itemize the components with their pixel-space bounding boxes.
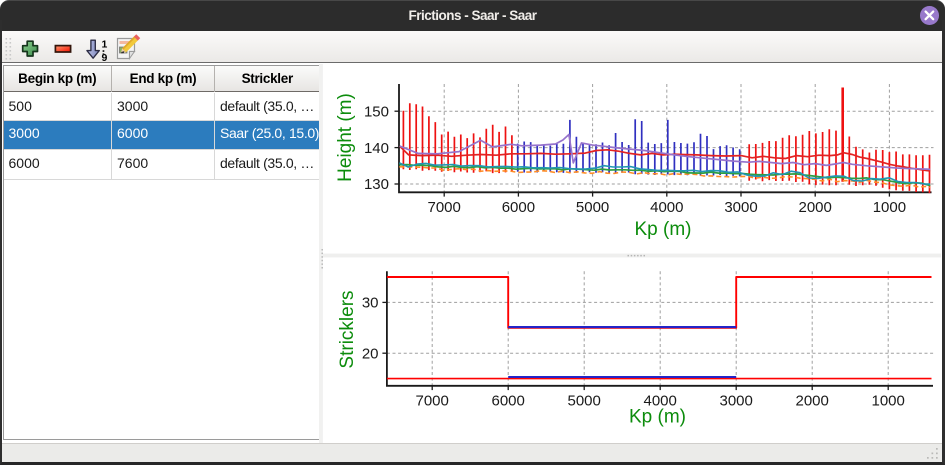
svg-text:1000: 1000 [873,199,906,216]
svg-text:2000: 2000 [796,393,829,410]
svg-text:9: 9 [102,52,108,63]
svg-text:1000: 1000 [872,393,905,410]
svg-text:3000: 3000 [724,199,757,216]
svg-text:20: 20 [362,345,379,362]
svg-text:Height (m): Height (m) [335,93,356,182]
svg-text:2000: 2000 [799,199,832,216]
svg-text:5000: 5000 [576,199,609,216]
svg-text:7000: 7000 [416,393,449,410]
svg-text:150: 150 [364,103,389,120]
svg-text:6000: 6000 [502,199,535,216]
svg-text:Stricklers: Stricklers [337,290,358,368]
svg-text:3000: 3000 [720,393,753,410]
svg-text:130: 130 [364,176,389,193]
svg-text:140: 140 [364,140,389,157]
svg-text:7000: 7000 [428,199,461,216]
svg-text:5000: 5000 [568,393,601,410]
svg-text:1: 1 [102,39,108,51]
svg-text:Kp (m): Kp (m) [635,219,692,240]
svg-text:30: 30 [362,295,379,312]
svg-text:4000: 4000 [644,393,677,410]
svg-text:4000: 4000 [650,199,683,216]
svg-text:6000: 6000 [492,393,525,410]
svg-text:Kp (m): Kp (m) [629,407,686,428]
